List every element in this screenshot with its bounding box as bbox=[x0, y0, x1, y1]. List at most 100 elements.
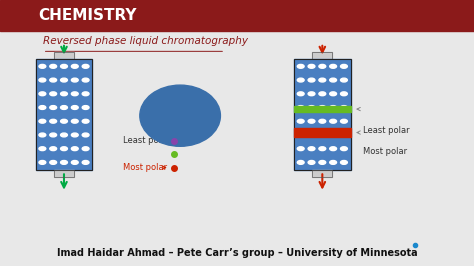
Text: Most polar: Most polar bbox=[363, 147, 407, 156]
Bar bbox=[294, 59, 351, 170]
Bar bbox=[312, 52, 332, 59]
Circle shape bbox=[72, 160, 78, 164]
Circle shape bbox=[308, 119, 315, 123]
Bar bbox=[36, 59, 92, 170]
Circle shape bbox=[297, 106, 304, 109]
Circle shape bbox=[72, 133, 78, 137]
Circle shape bbox=[50, 119, 56, 123]
Circle shape bbox=[297, 133, 304, 137]
Circle shape bbox=[319, 92, 326, 96]
Circle shape bbox=[82, 147, 89, 151]
Text: Imad Haidar Ahmad – Pete Carr’s group – University of Minnesota: Imad Haidar Ahmad – Pete Carr’s group – … bbox=[57, 248, 417, 258]
Circle shape bbox=[61, 119, 67, 123]
Circle shape bbox=[72, 64, 78, 68]
Circle shape bbox=[297, 78, 304, 82]
Circle shape bbox=[39, 64, 46, 68]
Circle shape bbox=[297, 119, 304, 123]
Circle shape bbox=[330, 106, 337, 109]
Circle shape bbox=[50, 92, 56, 96]
Bar bbox=[312, 52, 332, 59]
Text: Least polar: Least polar bbox=[123, 136, 170, 146]
Circle shape bbox=[82, 92, 89, 96]
Circle shape bbox=[39, 106, 46, 109]
Circle shape bbox=[61, 78, 67, 82]
Circle shape bbox=[340, 64, 347, 68]
Ellipse shape bbox=[140, 85, 220, 146]
Circle shape bbox=[50, 133, 56, 137]
Circle shape bbox=[82, 119, 89, 123]
Bar bbox=[54, 170, 74, 177]
Bar bbox=[294, 59, 351, 170]
Circle shape bbox=[297, 92, 304, 96]
Circle shape bbox=[319, 133, 326, 137]
Circle shape bbox=[330, 119, 337, 123]
Text: Most polar: Most polar bbox=[123, 163, 167, 172]
Circle shape bbox=[330, 147, 337, 151]
Circle shape bbox=[39, 147, 46, 151]
Circle shape bbox=[319, 119, 326, 123]
Circle shape bbox=[308, 78, 315, 82]
Circle shape bbox=[61, 106, 67, 109]
Circle shape bbox=[82, 160, 89, 164]
Bar bbox=[54, 52, 74, 59]
Circle shape bbox=[308, 92, 315, 96]
Circle shape bbox=[330, 64, 337, 68]
Circle shape bbox=[319, 106, 326, 109]
Circle shape bbox=[319, 78, 326, 82]
Circle shape bbox=[330, 92, 337, 96]
Circle shape bbox=[61, 147, 67, 151]
Circle shape bbox=[50, 64, 56, 68]
Circle shape bbox=[39, 133, 46, 137]
Circle shape bbox=[61, 64, 67, 68]
Circle shape bbox=[72, 92, 78, 96]
Text: Least polar: Least polar bbox=[363, 126, 409, 135]
Circle shape bbox=[297, 147, 304, 151]
Bar bbox=[294, 128, 351, 137]
Text: CHEMISTRY: CHEMISTRY bbox=[38, 8, 137, 23]
Circle shape bbox=[50, 160, 56, 164]
Circle shape bbox=[82, 78, 89, 82]
Circle shape bbox=[82, 64, 89, 68]
Circle shape bbox=[330, 160, 337, 164]
Circle shape bbox=[61, 92, 67, 96]
Circle shape bbox=[50, 78, 56, 82]
Bar bbox=[312, 170, 332, 177]
Circle shape bbox=[319, 160, 326, 164]
Circle shape bbox=[319, 147, 326, 151]
Circle shape bbox=[340, 147, 347, 151]
Circle shape bbox=[39, 92, 46, 96]
Circle shape bbox=[330, 78, 337, 82]
Circle shape bbox=[340, 106, 347, 109]
Circle shape bbox=[72, 119, 78, 123]
Circle shape bbox=[340, 133, 347, 137]
Circle shape bbox=[297, 160, 304, 164]
Circle shape bbox=[340, 78, 347, 82]
Circle shape bbox=[308, 64, 315, 68]
Circle shape bbox=[50, 106, 56, 109]
Circle shape bbox=[61, 160, 67, 164]
Bar bbox=[36, 59, 92, 170]
Bar bbox=[294, 106, 351, 112]
Circle shape bbox=[82, 106, 89, 109]
Circle shape bbox=[308, 133, 315, 137]
Circle shape bbox=[39, 78, 46, 82]
Circle shape bbox=[319, 64, 326, 68]
Circle shape bbox=[72, 106, 78, 109]
Text: Reversed phase liquid chromatography: Reversed phase liquid chromatography bbox=[43, 36, 247, 46]
Circle shape bbox=[308, 147, 315, 151]
Circle shape bbox=[50, 147, 56, 151]
Circle shape bbox=[297, 64, 304, 68]
Circle shape bbox=[39, 119, 46, 123]
Circle shape bbox=[340, 160, 347, 164]
Bar bbox=[0, 0, 474, 31]
Bar bbox=[54, 52, 74, 59]
Circle shape bbox=[39, 160, 46, 164]
Circle shape bbox=[308, 160, 315, 164]
Circle shape bbox=[61, 133, 67, 137]
Circle shape bbox=[340, 119, 347, 123]
Circle shape bbox=[308, 106, 315, 109]
Circle shape bbox=[72, 147, 78, 151]
Circle shape bbox=[72, 78, 78, 82]
Bar bbox=[312, 170, 332, 177]
Bar bbox=[54, 170, 74, 177]
